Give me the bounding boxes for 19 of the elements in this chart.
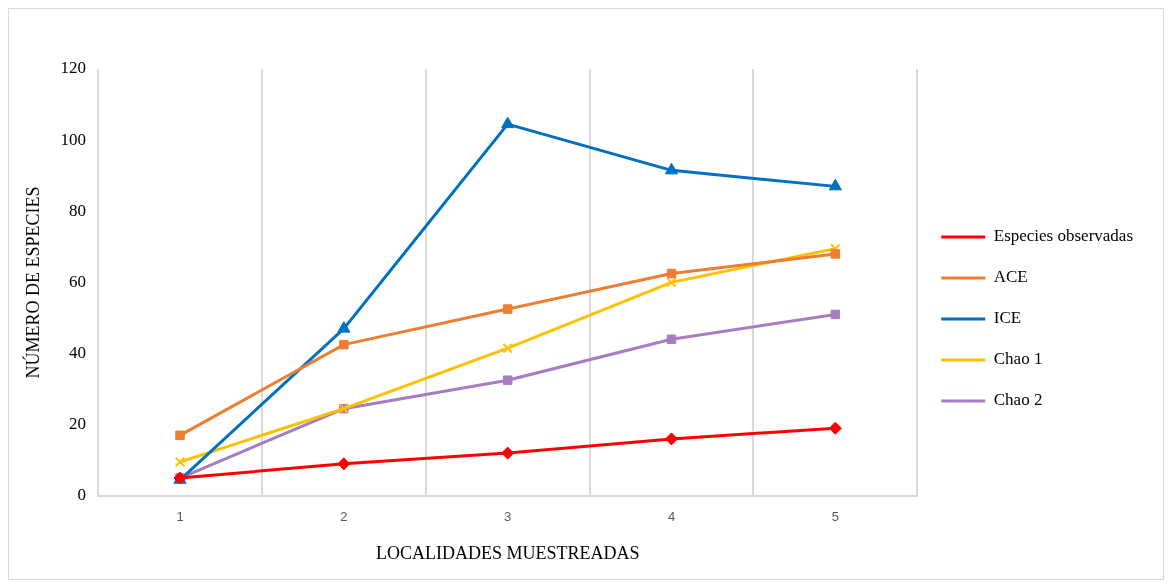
x-tick-label: 2 [340,509,348,525]
y-tick-label: 40 [69,343,87,362]
legend-label: Chao 2 [993,390,1043,410]
legend-label: Especies observadas [993,226,1134,246]
y-tick-label: 0 [77,485,87,505]
y-axis-title: NÚMERO DE ESPECIES [21,186,43,379]
y-tick-label: 80 [69,200,87,220]
y-tick-label: 100 [60,129,87,149]
x-tick-label: 4 [667,509,676,525]
legend-label: Chao 1 [993,349,1043,369]
x-tick-label: 1 [176,509,184,525]
legend-label: ACE [993,267,1028,287]
legend-label: ICE [993,308,1022,328]
y-tick-label: 120 [60,58,87,78]
x-tick-label: 5 [831,509,839,525]
x-axis-title: LOCALIDADES MUESTREADAS [375,542,640,563]
y-tick-label: 20 [69,414,87,434]
x-tick-label: 3 [504,509,512,525]
y-tick-label: 60 [69,271,87,291]
